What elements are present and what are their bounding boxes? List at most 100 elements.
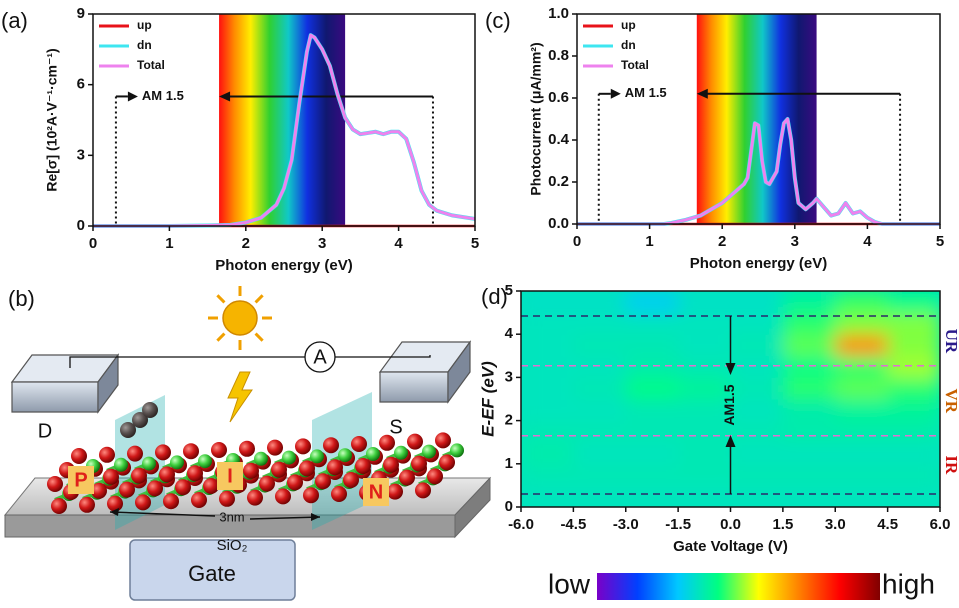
heatmap-cell	[730, 442, 784, 465]
drain-label: D	[38, 420, 52, 442]
heatmap-cell	[887, 442, 940, 465]
y-tick-label: 5	[505, 282, 513, 299]
atom	[99, 446, 115, 463]
atom	[422, 444, 436, 459]
heatmap-cell	[678, 463, 731, 486]
atom	[159, 466, 175, 483]
atom	[120, 422, 136, 438]
substrate-label: SiO₂	[217, 537, 248, 554]
heatmap-cell	[835, 291, 889, 314]
panel-label: (a)	[1, 8, 28, 33]
heatmap-cell	[730, 485, 784, 507]
region-label: IR	[942, 455, 959, 475]
am15-label: AM1.5	[721, 384, 737, 425]
heatmap-cell	[887, 355, 940, 378]
heatmap-cell	[573, 377, 627, 400]
atom	[415, 482, 431, 499]
atom	[119, 481, 135, 498]
heatmap-cell	[835, 399, 889, 422]
y-tick-label: 9	[77, 5, 85, 22]
drain-side	[97, 353, 119, 414]
wire	[69, 356, 305, 368]
sun-ray	[254, 294, 264, 304]
heatmap-cell	[782, 377, 836, 400]
heatmap-cells	[521, 291, 940, 507]
x-tick-label: 4	[863, 233, 872, 250]
atom	[163, 493, 179, 510]
atom	[331, 486, 347, 502]
heatmap-cell	[887, 485, 940, 507]
heatmap-cell	[625, 377, 679, 400]
heatmap-cell	[730, 420, 784, 443]
atom	[259, 475, 275, 492]
y-tick-label: 0.8	[548, 47, 569, 64]
atom	[287, 474, 303, 491]
y-tick-label: 6	[77, 76, 85, 93]
heatmap-cell	[625, 291, 679, 314]
x-tick-label: -4.5	[560, 516, 586, 533]
gate-label: Gate	[188, 561, 236, 586]
atom	[295, 438, 311, 455]
gate-electrode	[129, 539, 296, 601]
heatmap-cell	[521, 399, 574, 422]
y-tick-label: 4	[505, 325, 514, 342]
heatmap-cell	[521, 485, 574, 507]
length-label: 3nm	[219, 509, 244, 524]
series-line	[93, 33, 476, 228]
heatmap-cell	[625, 442, 679, 465]
legend-label: Total	[137, 58, 165, 72]
heatmap-cell	[835, 355, 889, 378]
y-tick-label: 0	[505, 498, 513, 515]
atom	[175, 479, 191, 496]
heatmap-cell	[782, 420, 836, 443]
heatmap-cell	[625, 399, 679, 422]
heatmap-cell	[521, 377, 574, 400]
atom	[366, 447, 380, 461]
sun-ray	[216, 294, 226, 304]
atom	[387, 483, 403, 500]
region-box	[68, 466, 94, 494]
heatmap-cell	[887, 420, 940, 443]
atom	[247, 489, 263, 506]
drain-front	[11, 381, 99, 413]
heatmap-cell	[573, 442, 627, 465]
atom	[183, 443, 199, 460]
heatmap-cell	[835, 312, 889, 335]
atom	[427, 468, 443, 485]
atom	[435, 432, 451, 449]
length-arrow	[109, 511, 216, 517]
atom	[394, 445, 408, 460]
heatmap-cell	[782, 334, 836, 357]
heatmap-cell	[521, 463, 574, 486]
colorbar-label: low	[548, 568, 591, 599]
heatmap-cell	[573, 420, 627, 443]
atom	[51, 498, 67, 514]
x-tick-label: 3	[791, 233, 799, 250]
atom	[383, 456, 399, 473]
heatmap-cell	[835, 334, 889, 357]
heatmap-cell	[678, 442, 731, 465]
arrow-head	[725, 435, 736, 448]
y-tick-label: 0.4	[548, 131, 570, 148]
y-tick-label: 0.0	[548, 215, 569, 232]
atom	[379, 434, 395, 451]
y-tick-label: 1	[505, 455, 513, 472]
region-label: VR	[942, 388, 959, 413]
region-box	[363, 478, 389, 506]
atom	[79, 496, 95, 513]
heatmap-cell	[573, 399, 627, 422]
heatmap-cell	[782, 442, 836, 465]
region-label: I	[227, 465, 233, 487]
y-tick-label: 0	[77, 217, 85, 234]
heatmap-cell	[678, 334, 731, 357]
atom	[299, 460, 315, 477]
atom	[142, 456, 156, 471]
heatmap-cell	[678, 312, 731, 335]
wire	[335, 355, 431, 358]
heatmap-cell	[782, 463, 836, 486]
sun-icon	[208, 286, 272, 350]
y-tick-label: 0.2	[548, 173, 569, 190]
heatmap-cell	[573, 463, 627, 486]
